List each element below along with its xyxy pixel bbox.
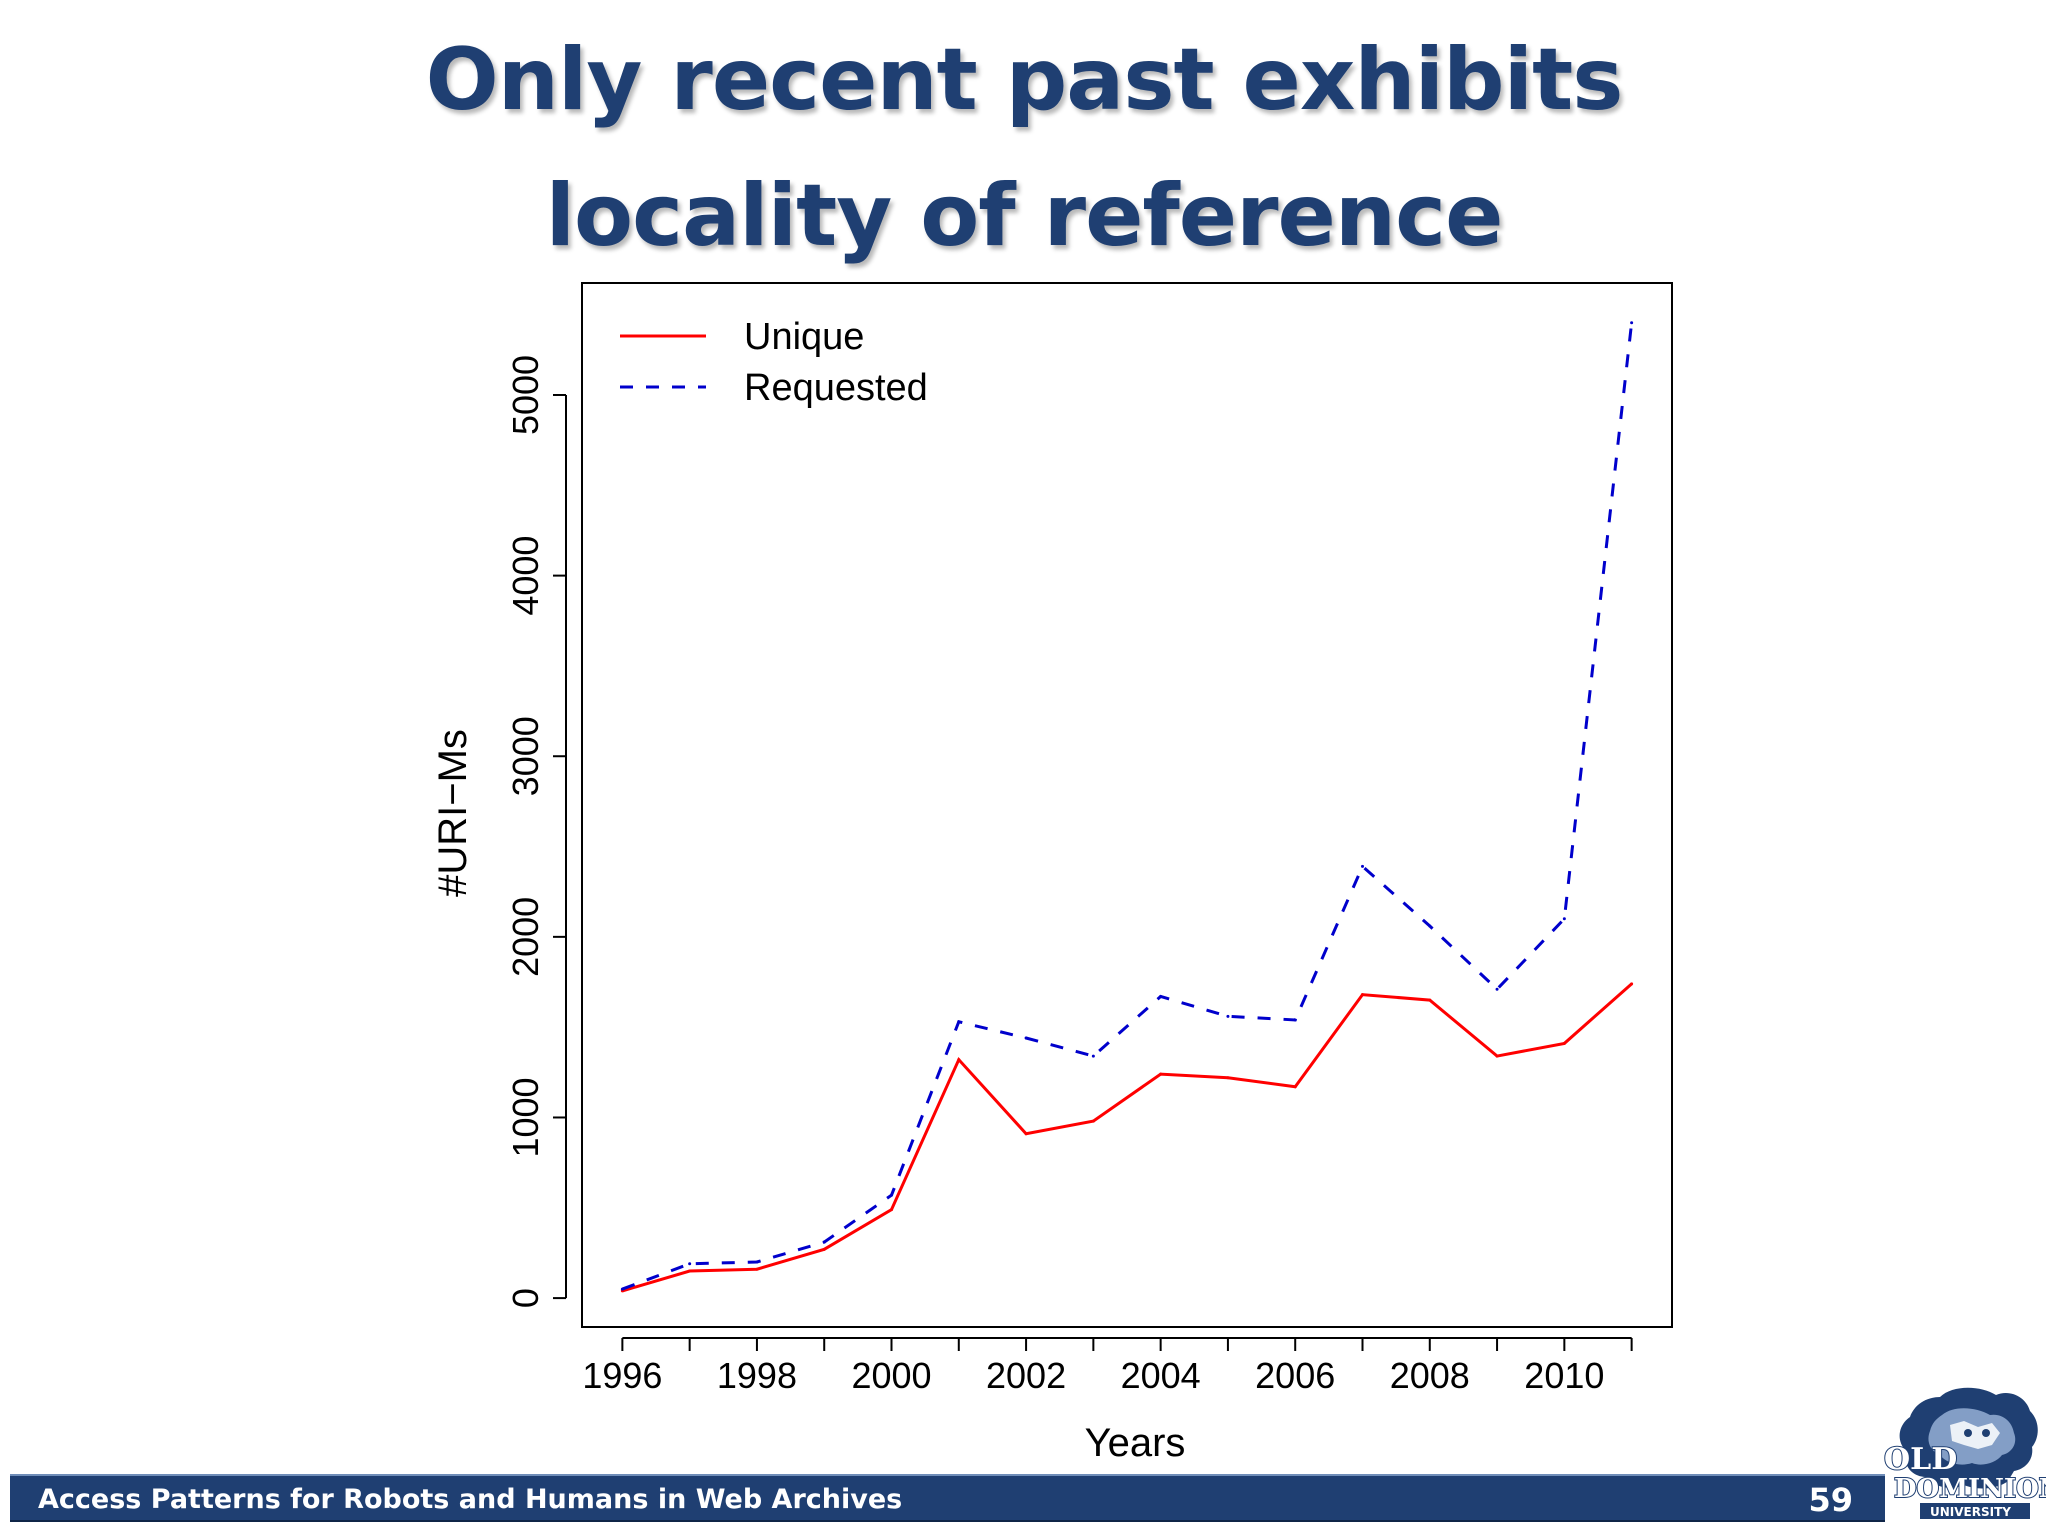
data-point-requested: [890, 1193, 894, 1197]
data-point-unique: [1024, 1132, 1028, 1136]
data-point-unique: [822, 1247, 826, 1251]
data-point-requested: [1495, 987, 1499, 991]
y-tick-label: 5000: [505, 355, 546, 435]
y-tick-label: 2000: [505, 897, 546, 977]
data-point-requested: [1226, 1014, 1230, 1018]
x-tick-label: 2002: [986, 1355, 1066, 1396]
x-tick-label: 1996: [582, 1355, 662, 1396]
x-axis-title: Years: [1085, 1421, 1186, 1465]
series-line-requested: [621, 322, 1634, 1291]
logo-text-old: OLD: [1884, 1442, 1957, 1477]
data-point-requested: [1159, 994, 1163, 998]
x-tick-label: 2000: [851, 1355, 931, 1396]
data-point-unique: [1360, 993, 1364, 997]
y-tick-label: 3000: [505, 716, 546, 796]
legend-label-unique: Unique: [744, 316, 864, 358]
data-point-requested: [957, 1020, 961, 1024]
series-line-unique: [621, 982, 1633, 1293]
x-tick-label: 1998: [717, 1355, 797, 1396]
data-point-unique: [890, 1208, 894, 1212]
data-point-requested: [1428, 924, 1432, 928]
slide-title-line-1: Only recent past exhibits: [425, 30, 1624, 130]
x-tick-label: 2008: [1390, 1355, 1470, 1396]
data-point-unique: [688, 1269, 692, 1273]
data-point-requested: [1024, 1036, 1028, 1040]
data-point-requested: [1293, 1018, 1297, 1022]
data-point-unique: [755, 1267, 759, 1271]
data-point-unique: [1293, 1085, 1297, 1089]
footer-bar: Access Patterns for Robots and Humans in…: [10, 1474, 1885, 1522]
plot-area-frame: [581, 282, 1673, 1328]
data-point-unique: [1630, 982, 1634, 986]
y-tick-label: 1000: [505, 1077, 546, 1157]
data-point-unique: [1226, 1076, 1230, 1080]
data-point-unique: [1428, 998, 1432, 1002]
y-tick-label: 4000: [505, 536, 546, 616]
data-point-unique: [957, 1058, 961, 1062]
slide-page-number: 59: [1808, 1481, 1853, 1519]
data-point-requested: [1360, 864, 1364, 868]
data-point-requested: [755, 1260, 759, 1264]
data-point-requested: [1091, 1054, 1095, 1058]
data-point-requested: [1630, 321, 1634, 325]
x-tick-label: 2004: [1121, 1355, 1201, 1396]
logo-text-university: UNIVERSITY: [1930, 1505, 2011, 1519]
footer-presentation-title: Access Patterns for Robots and Humans in…: [38, 1484, 903, 1515]
university-logo: OLD DOMINION UNIVERSITY: [1883, 1387, 2046, 1520]
y-tick-label: 0: [505, 1288, 546, 1308]
logo-text-dominion: DOMINION: [1894, 1474, 2046, 1504]
slide-title-line-2: locality of reference: [545, 166, 1504, 266]
data-point-requested: [822, 1240, 826, 1244]
data-point-requested: [688, 1262, 692, 1266]
x-tick-label: 2010: [1524, 1355, 1604, 1396]
data-point-requested: [1562, 917, 1566, 921]
data-point-unique: [1159, 1072, 1163, 1076]
y-axis-title: #URI−Ms: [431, 729, 475, 897]
legend-label-requested: Requested: [744, 367, 928, 409]
x-tick-label: 2006: [1255, 1355, 1335, 1396]
data-point-unique: [1562, 1041, 1566, 1045]
data-point-requested: [620, 1287, 624, 1291]
data-point-unique: [1495, 1054, 1499, 1058]
data-point-unique: [1091, 1119, 1095, 1123]
